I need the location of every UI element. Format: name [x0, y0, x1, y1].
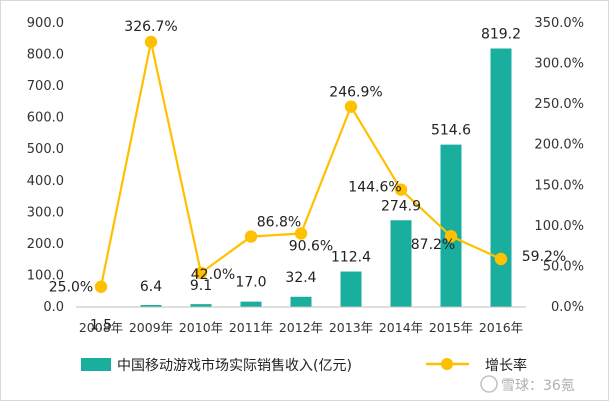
watermark-logo-icon — [480, 375, 498, 393]
bar-series — [90, 48, 512, 308]
growth-point-0 — [94, 280, 108, 293]
growth-point-7 — [444, 230, 458, 243]
x-tick-5: 2013年 — [329, 320, 373, 335]
bar-5 — [340, 271, 362, 307]
growth-point-8 — [494, 252, 508, 266]
watermark-text: 雪球：36氪 — [501, 378, 575, 394]
y-left-tick-1: 100.0 — [27, 268, 64, 283]
y-left-tick-9: 900.0 — [27, 16, 64, 31]
bar-label-1: 6.4 — [140, 279, 162, 295]
growth-label-2: 42.0% — [191, 267, 235, 283]
bar-3 — [240, 301, 262, 307]
bar-label-4: 32.4 — [285, 270, 316, 286]
x-tick-3: 2011年 — [229, 320, 273, 335]
growth-label-3: 86.8% — [257, 215, 301, 231]
x-tick-0: 2008年 — [79, 320, 123, 335]
growth-label-1: 326.7% — [124, 19, 177, 35]
y-left-tick-4: 400.0 — [27, 174, 64, 189]
line-series — [94, 35, 508, 293]
y-right-tick-5: 250.0% — [534, 97, 584, 112]
axes: 0.0 100.0 200.0 300.0 400.0 500.0 600.0 700.0 80… — [27, 16, 584, 335]
legend-line-label: 增长率 — [485, 357, 527, 374]
y-right-tick-7: 350.0% — [534, 16, 584, 31]
y-left-tick-0: 0.0 — [43, 300, 64, 315]
y-left-tick-5: 500.0 — [27, 142, 64, 157]
growth-label-5: 246.9% — [329, 85, 382, 101]
bar-2 — [190, 304, 212, 307]
growth-label-7: 87.2% — [411, 237, 455, 253]
y-left-tick-8: 800.0 — [27, 48, 64, 63]
growth-label-8: 59.2% — [522, 249, 566, 265]
x-tick-1: 2009年 — [129, 320, 173, 335]
legend-bar-swatch — [81, 358, 111, 371]
bar-4 — [290, 296, 312, 307]
y-right-tick-2: 100.0% — [534, 219, 584, 234]
growth-label-4: 90.6% — [289, 238, 333, 254]
growth-point-6 — [394, 183, 408, 196]
growth-label-0: 25.0% — [49, 280, 93, 296]
growth-label-6: 144.6% — [348, 180, 401, 196]
bar-label-0: 1.5 — [90, 318, 112, 334]
bar-1 — [140, 304, 162, 307]
bar-7 — [440, 144, 462, 307]
y-right-tick-3: 150.0% — [534, 178, 584, 193]
data-labels: 1.5 6.4 9.1 17.0 32.4 112.4 274.9 514.6 819.2 25.… — [49, 19, 566, 334]
legend-line-marker — [441, 358, 453, 370]
growth-point-4 — [294, 227, 308, 240]
bar-label-7: 514.6 — [431, 123, 471, 139]
bar-label-2: 9.1 — [190, 278, 212, 294]
x-tick-4: 2012年 — [279, 320, 323, 335]
watermark: 雪球：36氪 — [480, 375, 575, 394]
y-right-tick-4: 200.0% — [534, 138, 584, 153]
legend-bar-label: 中国移动游戏市场实际销售收入(亿元) — [117, 357, 352, 374]
legend: 中国移动游戏市场实际销售收入(亿元) 增长率 — [81, 357, 527, 374]
x-tick-7: 2015年 — [429, 320, 473, 335]
growth-point-1 — [144, 35, 158, 49]
growth-point-5 — [344, 100, 358, 113]
bar-label-5: 112.4 — [331, 250, 371, 266]
y-left-tick-2: 200.0 — [27, 237, 64, 252]
bar-label-3: 17.0 — [235, 275, 266, 291]
growth-point-2 — [194, 266, 208, 280]
x-tick-8: 2016年 — [479, 320, 523, 335]
y-right-tick-0: 0.0% — [551, 300, 584, 315]
y-right-tick-6: 300.0% — [534, 57, 584, 72]
bar-8 — [490, 48, 512, 307]
y-right-tick-1: 50.0% — [543, 259, 584, 274]
bar-6 — [390, 220, 412, 307]
growth-point-3 — [244, 230, 258, 243]
bar-label-8: 819.2 — [481, 26, 521, 42]
y-left-tick-3: 300.0 — [27, 205, 64, 220]
x-tick-2: 2010年 — [179, 320, 223, 335]
y-left-tick-6: 600.0 — [27, 111, 64, 126]
y-left-tick-7: 700.0 — [27, 79, 64, 94]
bar-label-6: 274.9 — [381, 198, 421, 214]
x-tick-6: 2014年 — [379, 320, 423, 335]
